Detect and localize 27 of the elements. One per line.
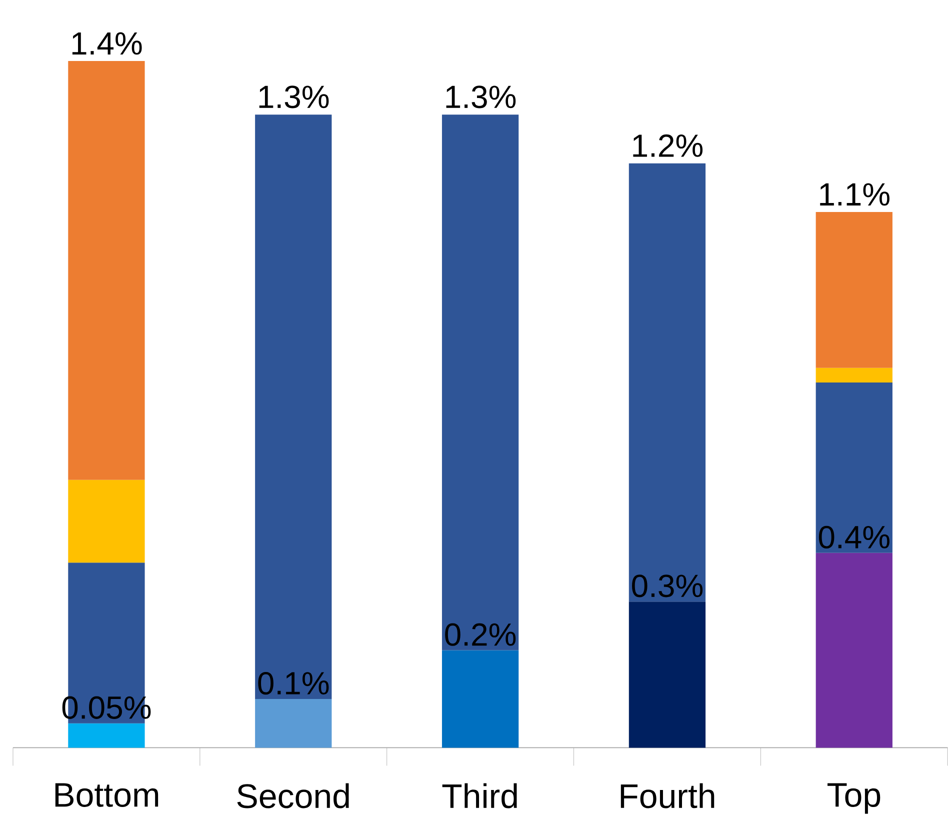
total-label: 1.4%	[72, 32, 142, 55]
total-label: 1.2%	[633, 134, 703, 158]
bar	[68, 61, 145, 480]
bar	[68, 724, 145, 748]
x-tick-label: Top	[828, 783, 880, 814]
x-tick-label: Fourth	[620, 783, 714, 808]
bar	[816, 212, 892, 368]
total-label: 1.1%	[820, 183, 890, 206]
x-tick-label: Bottom	[55, 783, 158, 808]
data-label: 0.4%	[818, 526, 890, 549]
bar	[68, 480, 145, 563]
data-label: 0.3%	[632, 574, 703, 598]
bar	[628, 602, 706, 748]
data-label: 0.1%	[258, 672, 329, 695]
bar	[442, 114, 519, 650]
bar	[816, 368, 892, 383]
bar	[816, 553, 892, 748]
bar	[628, 163, 706, 602]
bar	[255, 114, 332, 700]
x-tick-label: Second	[237, 783, 349, 808]
total-label: 1.3%	[259, 86, 329, 108]
bar	[816, 382, 892, 554]
x-tick-label: Third	[442, 783, 517, 808]
data-label: 0.2%	[445, 623, 516, 646]
total-label: 1.3%	[446, 86, 516, 108]
bar	[442, 650, 519, 748]
bar	[255, 699, 332, 748]
